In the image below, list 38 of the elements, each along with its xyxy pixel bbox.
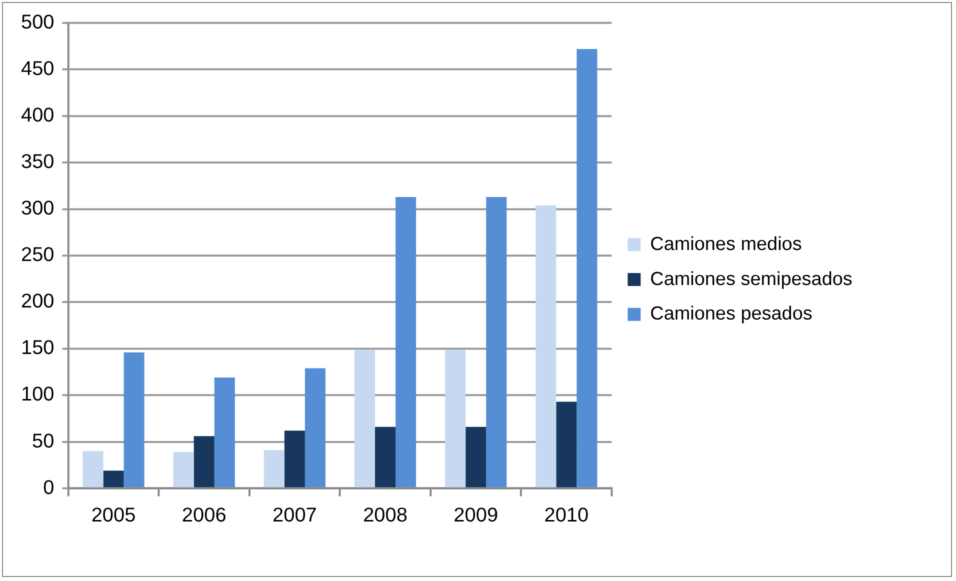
- bar: [214, 378, 235, 488]
- y-tick-label: 200: [20, 290, 54, 313]
- x-tick-label: 2009: [454, 504, 498, 527]
- bar: [304, 368, 326, 488]
- bar: [375, 426, 396, 488]
- bar: [486, 196, 507, 488]
- y-tick-label: 450: [20, 58, 54, 80]
- y-tick-label: 250: [20, 244, 54, 266]
- y-tick-label: 50: [32, 430, 54, 452]
- bar: [396, 196, 416, 488]
- bar: [284, 430, 305, 488]
- x-tick-label: 2010: [544, 504, 589, 527]
- bar: [264, 450, 284, 488]
- bar: [124, 352, 144, 488]
- bar: [466, 426, 486, 488]
- bar: [103, 470, 124, 488]
- x-tick-label: 2007: [272, 504, 317, 527]
- bar: [354, 350, 375, 488]
- x-tick-label: 2008: [363, 504, 408, 527]
- y-tick-label: 0: [43, 476, 54, 499]
- bar: [82, 451, 104, 488]
- x-tick-label: 2006: [182, 504, 226, 527]
- y-tick-label: 150: [20, 337, 54, 360]
- bar: [576, 48, 598, 488]
- y-tick-label: 300: [20, 198, 54, 220]
- y-tick-label: 400: [20, 104, 54, 126]
- bar: [445, 350, 466, 488]
- bar: [173, 452, 194, 488]
- y-tick-label: 100: [20, 384, 54, 406]
- legend-label: Camiones semipesados: [650, 268, 852, 290]
- y-tick-label: 500: [20, 11, 54, 34]
- legend-label: Camiones pesados: [650, 304, 812, 325]
- legend-label: Camiones medios: [650, 234, 802, 255]
- bar: [194, 436, 214, 488]
- y-tick-label: 350: [20, 151, 54, 174]
- x-tick-label: 2005: [91, 504, 136, 527]
- bar: [536, 205, 556, 488]
- bar: [556, 402, 577, 488]
